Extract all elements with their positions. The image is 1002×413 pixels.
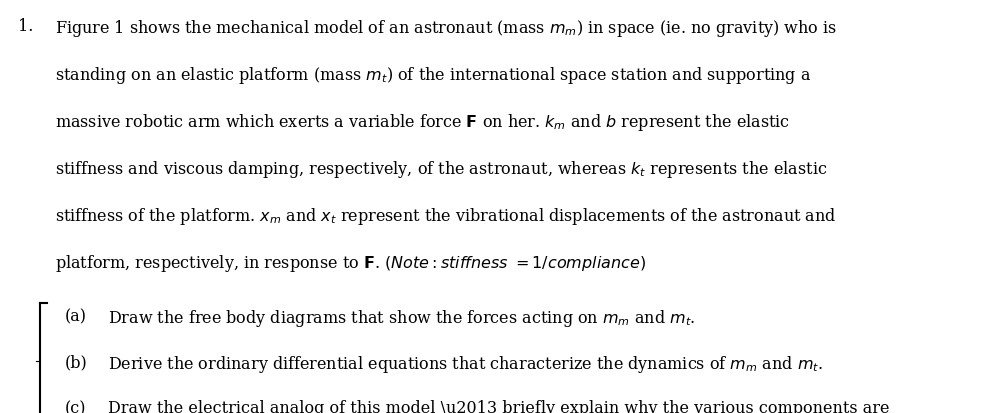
Text: standing on an elastic platform (mass $\mathit{m_t}$) of the international space: standing on an elastic platform (mass $\… bbox=[55, 65, 812, 86]
Text: massive robotic arm which exerts a variable force $\mathbf{F}$ on her. $k_m$ and: massive robotic arm which exerts a varia… bbox=[55, 112, 791, 133]
Text: (c): (c) bbox=[65, 399, 86, 413]
Text: Draw the electrical analog of this model \u2013 briefly explain why the various : Draw the electrical analog of this model… bbox=[108, 399, 890, 413]
Text: Draw the free body diagrams that show the forces acting on $\mathit{m_m}$ and $\: Draw the free body diagrams that show th… bbox=[108, 307, 695, 328]
Text: (b): (b) bbox=[65, 353, 88, 370]
Text: platform, respectively, in response to $\mathbf{F}$. $\mathit{(Note: stiffness}$: platform, respectively, in response to $… bbox=[55, 252, 646, 273]
Text: stiffness of the platform. $x_m$ and $x_t$ represent the vibrational displacemen: stiffness of the platform. $x_m$ and $x_… bbox=[55, 206, 837, 226]
Text: Derive the ordinary differential equations that characterize the dynamics of $\m: Derive the ordinary differential equatio… bbox=[108, 353, 824, 374]
Text: 1.: 1. bbox=[18, 18, 33, 35]
Text: Figure 1 shows the mechanical model of an astronaut (mass $\mathit{m_m}$) in spa: Figure 1 shows the mechanical model of a… bbox=[55, 18, 837, 39]
Text: stiffness and viscous damping, respectively, of the astronaut, whereas $k_t$ rep: stiffness and viscous damping, respectiv… bbox=[55, 159, 828, 180]
Text: (a): (a) bbox=[65, 307, 87, 324]
